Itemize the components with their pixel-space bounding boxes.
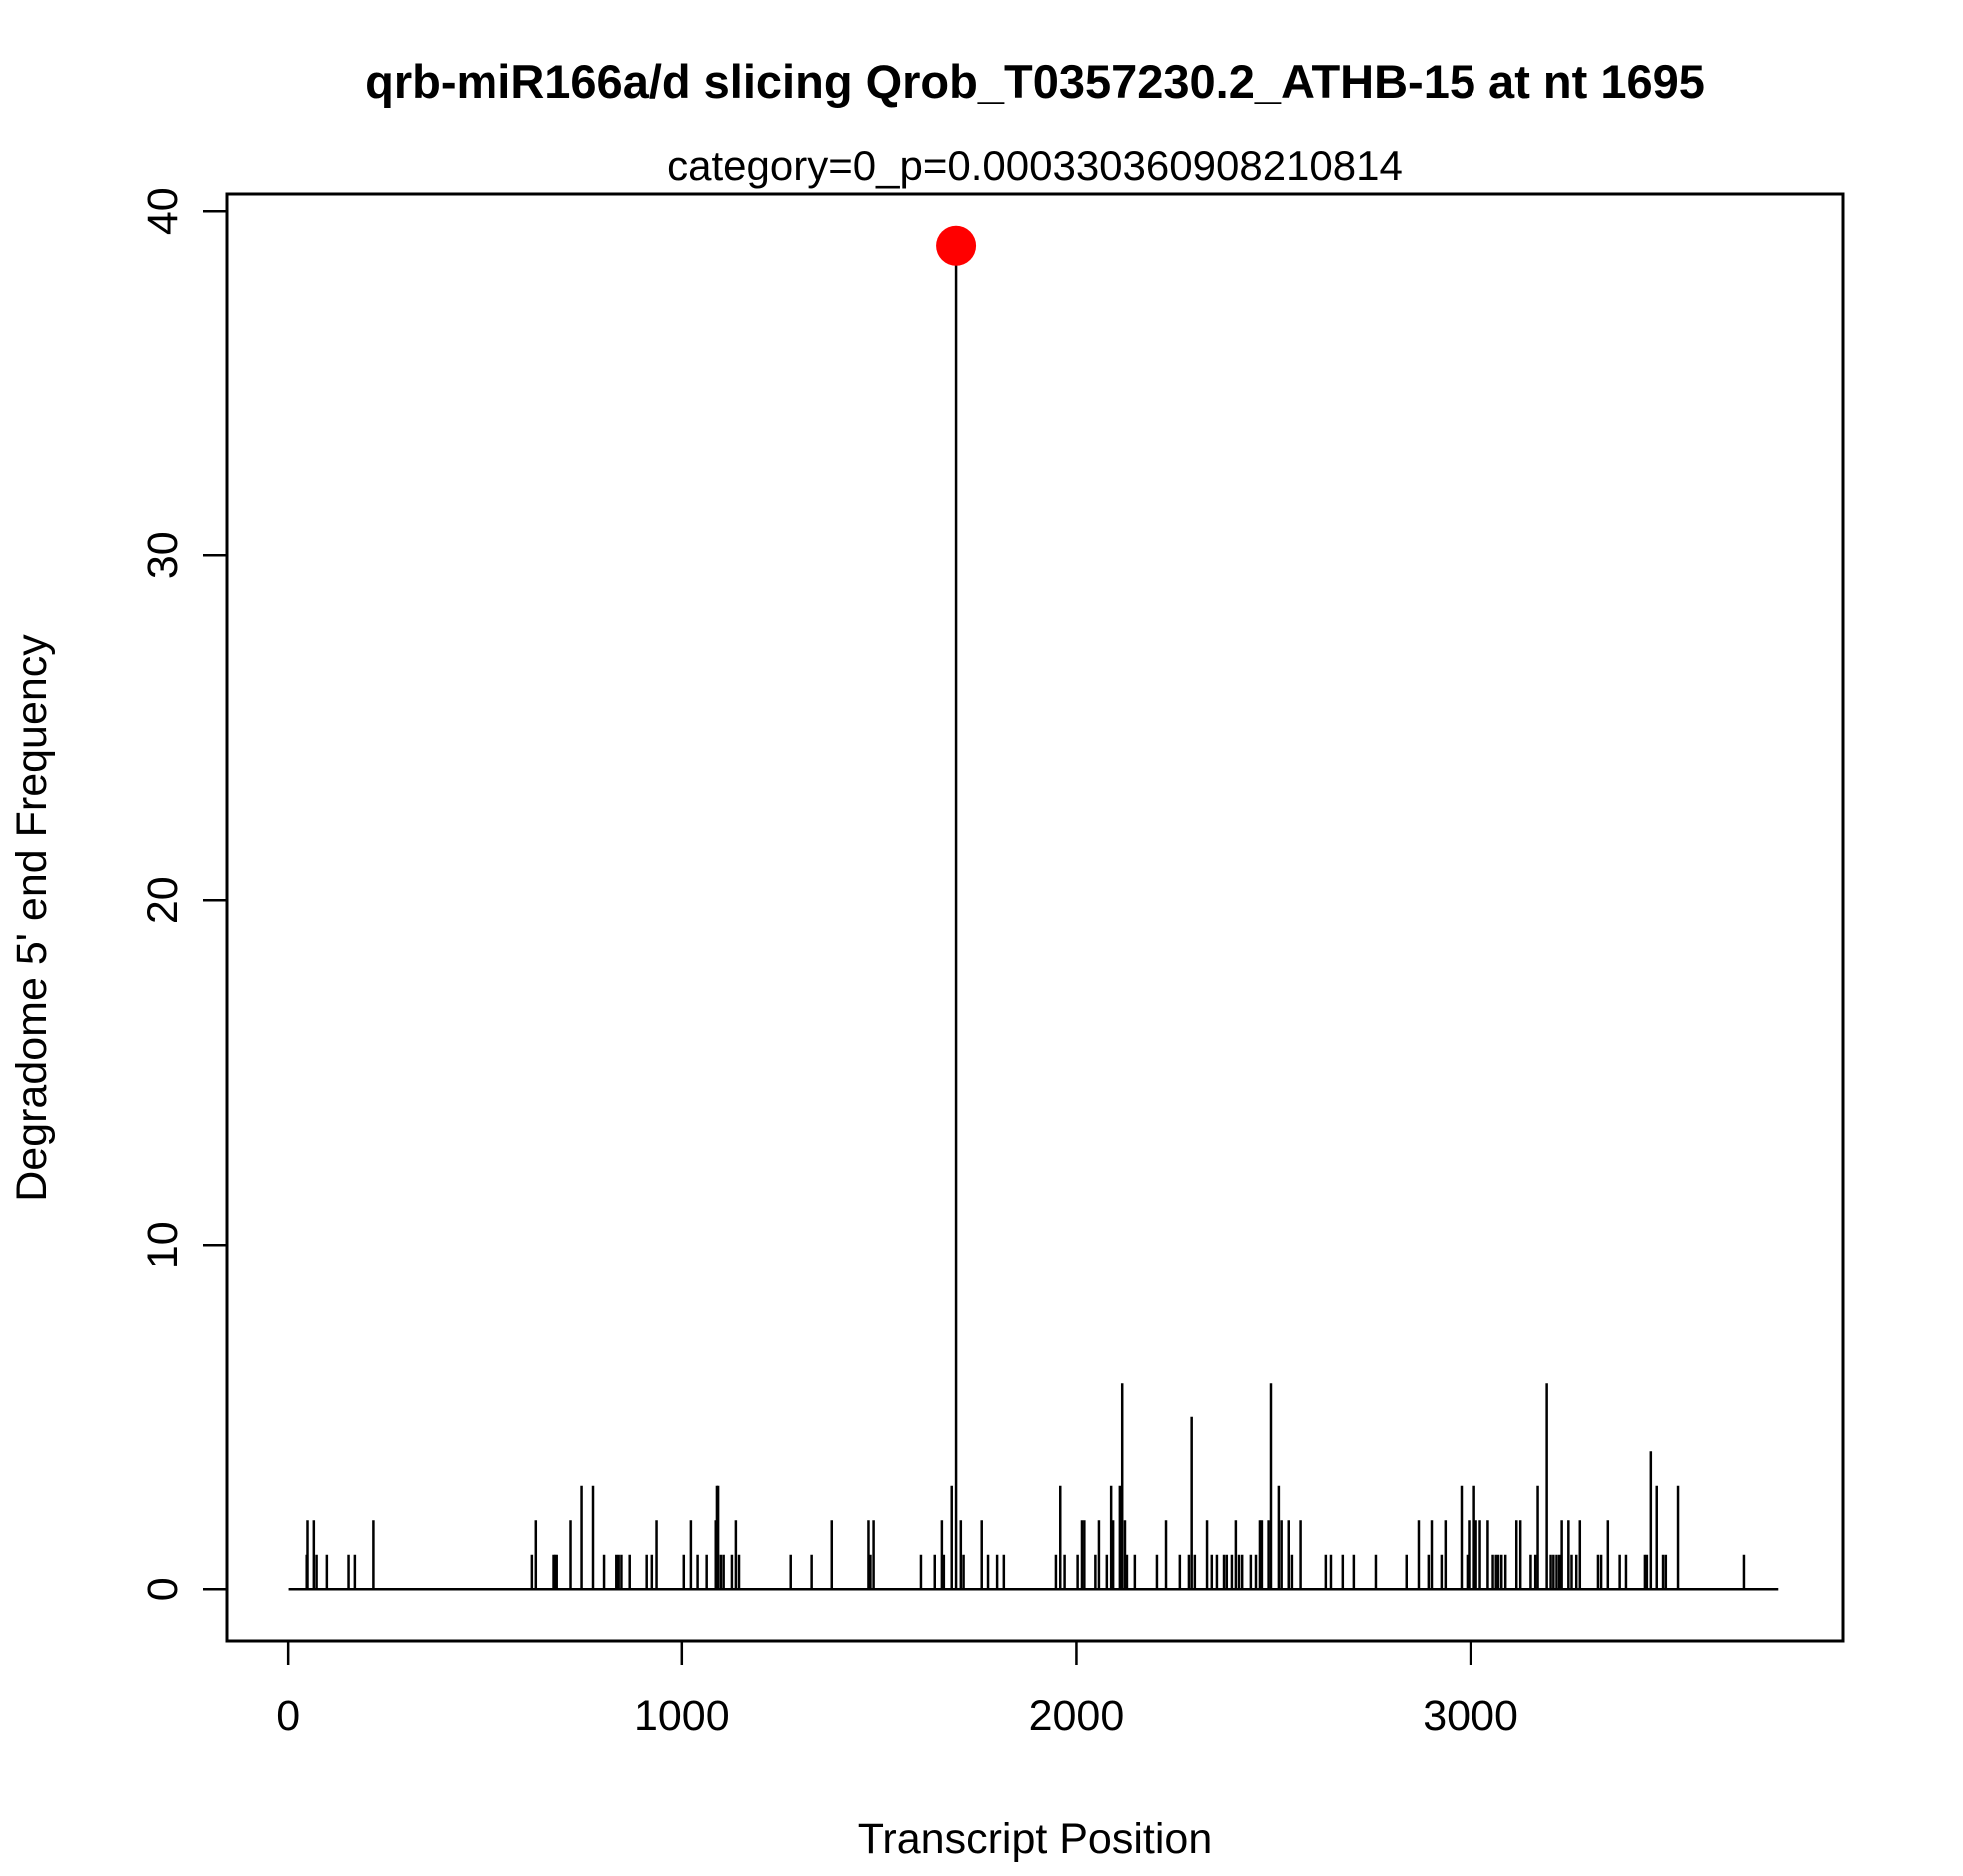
y-tick-label: 0 [139, 1577, 187, 1601]
plot-marks [288, 225, 1779, 1591]
y-tick-label: 40 [139, 187, 187, 235]
x-tick-label: 3000 [1423, 1692, 1518, 1740]
cleavage-site-point [936, 225, 977, 266]
axes: 0 1000 2000 3000 0 10 20 30 40 [139, 187, 1518, 1740]
y-tick-label: 20 [139, 876, 187, 924]
chart-subtitle: category=0_p=0.000330360908210814 [667, 142, 1403, 189]
x-tick-label: 0 [276, 1692, 300, 1740]
x-axis-label: Transcript Position [858, 1815, 1212, 1863]
chart-title: qrb-miR166a/d slicing Qrob_T0357230.2_AT… [365, 55, 1705, 108]
x-tick-label: 2000 [1029, 1692, 1125, 1740]
plot-frame [225, 192, 1845, 1643]
y-tick-label: 30 [139, 531, 187, 579]
y-axis-label: Degradome 5' end Frequency [8, 634, 56, 1202]
y-tick-label: 10 [139, 1221, 187, 1269]
x-tick-label: 1000 [634, 1692, 730, 1740]
